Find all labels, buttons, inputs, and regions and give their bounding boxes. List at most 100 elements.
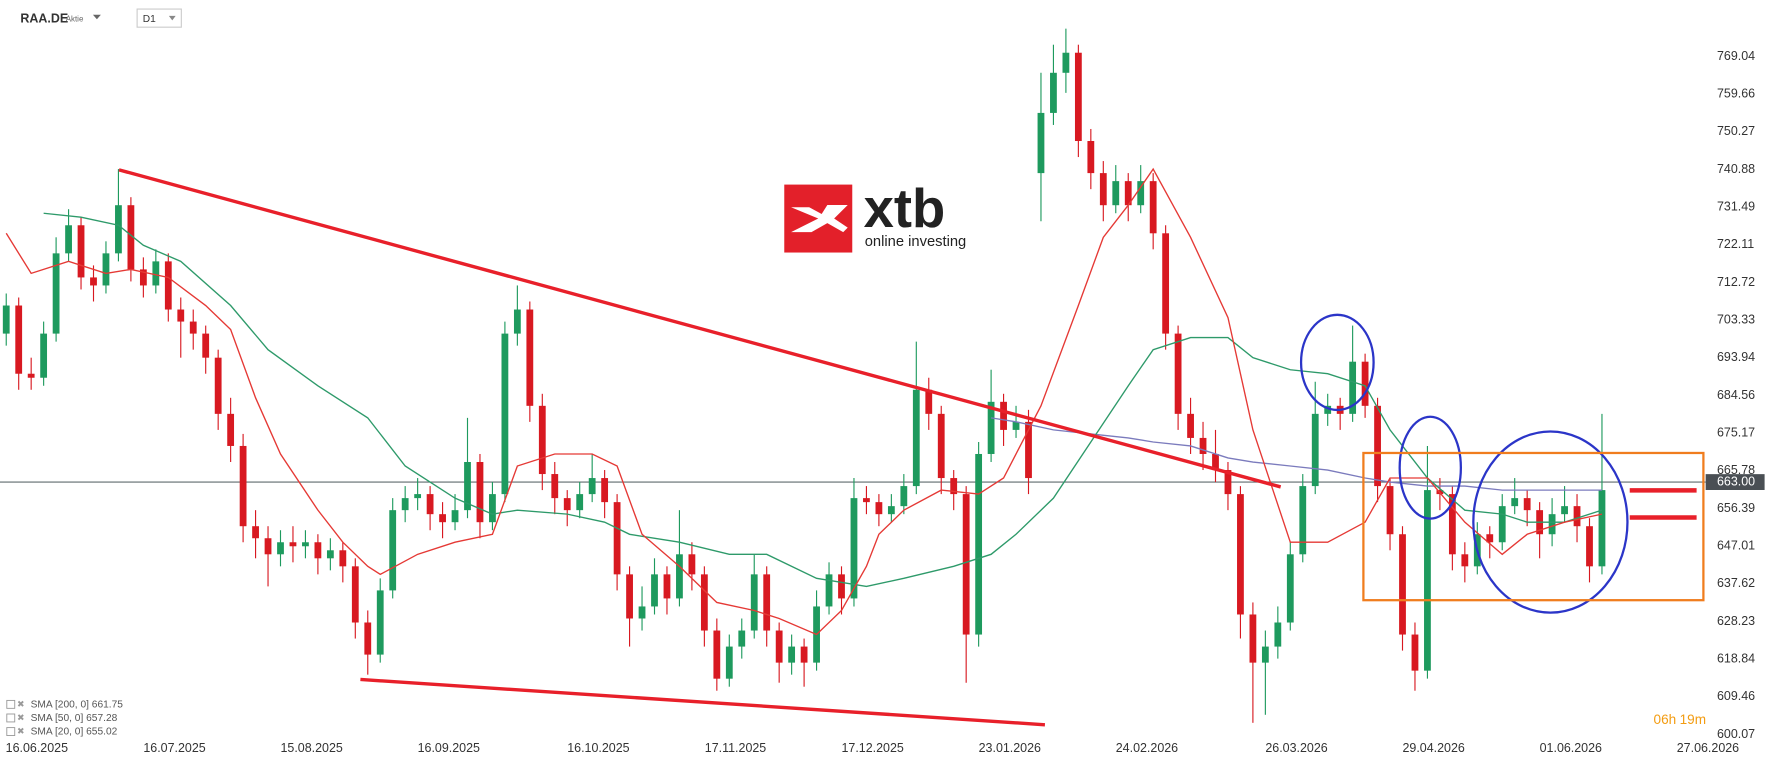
toolbar: RAA.DE Aktie D1 [20,8,182,28]
trend-line-lower [360,677,1046,727]
candle-body [1399,534,1406,635]
countdown-hours: 06h [1654,712,1677,727]
candle-body [937,413,945,479]
candle-body [1137,181,1145,206]
timeframe-select[interactable] [136,8,182,28]
candle-body [1523,498,1531,511]
candle-body [900,486,908,507]
candle-body [314,542,322,559]
candle-body [626,574,633,619]
candle-body [838,574,845,599]
symbol-dropdown[interactable] [92,14,101,20]
x-tick-label: 27.06.2026 [1677,741,1739,755]
candle-body [326,550,334,559]
logo-mark [791,204,848,233]
axes: 600.07 609.46 618.84 628.23 637.62 647.01 656.… [6,49,1765,755]
candle-body [277,542,284,555]
x-tick-label: 17.11.2025 [705,741,767,755]
candle-body [164,261,172,310]
candle-body [376,590,384,655]
y-tick-label: 637.62 [1717,576,1755,590]
candle-body [1486,534,1494,543]
candle-body [1299,486,1307,555]
candle-body [189,321,197,334]
y-tick-label: 740.88 [1717,162,1755,176]
legend-entry: SMA [50, 0] 657.28 [31,713,118,724]
candle-body [800,646,808,663]
candle-body [1112,181,1120,206]
candle-body [15,305,23,374]
candle-body [1087,141,1095,174]
candle-body [389,510,397,591]
candle-body [1062,52,1070,73]
candle-body [925,389,933,414]
countdown: 06h 19m [1654,712,1706,727]
candle-body [1037,112,1045,174]
candle-body [912,389,920,487]
candle-body [1573,506,1581,527]
legend-entry: SMA [20, 0] 655.02 [31,726,118,737]
x-tick-label: 16.09.2025 [418,741,480,755]
y-tick-label: 628.23 [1717,614,1755,628]
candle-body [364,622,372,655]
y-tick-label: 656.39 [1717,501,1755,515]
symbol[interactable]: RAA.DE [20,12,68,26]
timeframe-dropdown[interactable] [168,15,176,21]
candle-body [713,630,721,679]
candle-body [825,574,833,607]
candle-body [252,526,259,539]
x-tick-label: 15.08.2025 [280,741,342,755]
x-tick-label: 24.02.2026 [1116,741,1178,755]
candle-body [1050,72,1057,113]
candle-body [1174,333,1182,414]
candle-body [414,494,422,499]
legend-name: SMA [200, 0] [31,699,90,710]
x-tick-label: 23.01.2026 [979,741,1041,755]
y-tick-label: 759.66 [1717,87,1755,101]
candle-body [451,510,459,523]
candle-body [676,554,683,599]
sma-line [5,167,1603,636]
legend: ✖ SMA [200, 0] 661.75 ✖ SMA [50, 0] 657.28 ✖… [6,699,123,737]
candle-body [90,277,97,286]
candle-body [1374,405,1381,487]
legend-value: 655.02 [86,726,118,737]
y-tick-label: 675.17 [1717,426,1755,440]
y-tick-label: 693.94 [1717,350,1755,364]
candle-body [501,333,509,495]
candle-body [788,646,796,663]
candle-body [1586,526,1593,567]
sma-line [43,212,1603,588]
logo: xtb online investing [784,178,966,253]
logo-name: xtb [864,178,946,239]
candle-body [987,401,995,454]
instrument-type: Aktie [66,14,84,23]
candle-body [688,554,696,575]
candle-body [139,269,147,286]
candle-body [663,574,671,599]
price-label-box [1705,474,1765,490]
y-tick-label: 684.56 [1717,388,1755,402]
legend-name: SMA [50, 0] [31,713,84,724]
candle-body [1187,413,1194,438]
legend-value: 657.28 [86,713,118,724]
candle-body [127,205,135,270]
legend-icon [6,713,16,723]
candle-body [651,574,658,607]
candle-body [613,502,621,575]
candle-body [962,494,970,635]
plot-area [0,28,1706,723]
candle-body [1498,506,1506,543]
highlight-ellipse [1299,313,1375,412]
x-tick-label: 16.10.2025 [567,741,629,755]
candle-body [513,309,521,334]
candle-body [1162,233,1170,334]
candle-body [302,542,309,547]
timeframe[interactable]: D1 [143,14,156,25]
y-tick-label: 647.01 [1717,539,1755,553]
candle-body [1261,646,1269,663]
candle-body [1548,514,1556,535]
candle-body [538,405,546,475]
